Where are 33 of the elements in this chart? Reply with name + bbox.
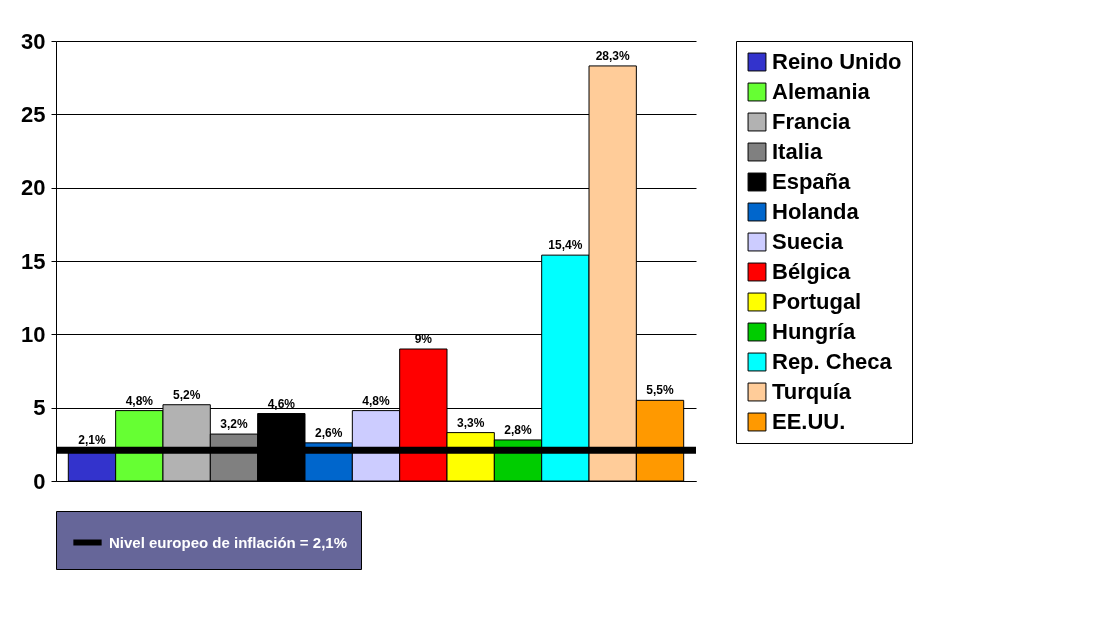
legend-label: Italia xyxy=(772,139,823,164)
data-label: 2,6% xyxy=(314,425,343,440)
data-label: 5,2% xyxy=(172,387,201,402)
y-tick-label: 0 xyxy=(33,468,46,494)
data-label: 28,3% xyxy=(595,48,631,63)
y-tick-label: 30 xyxy=(21,28,46,54)
data-label: 4,8% xyxy=(362,393,390,408)
y-tick-label: 20 xyxy=(21,175,46,201)
data-label: 5,5% xyxy=(646,383,675,398)
legend-label: Reino Unido xyxy=(772,49,902,74)
legend-label: Nivel europeo de inflación = 2,1% xyxy=(109,533,347,551)
y-tick-label: 25 xyxy=(21,101,46,127)
y-tick-label: 10 xyxy=(21,321,46,347)
legend-label: Rep. Checa xyxy=(772,349,893,374)
legend-label: España xyxy=(772,169,852,194)
legend-label: Hungría xyxy=(772,319,856,344)
y-tick-label: 15 xyxy=(21,248,46,274)
legend-label: Portugal xyxy=(772,289,862,314)
legend-label: Turquía xyxy=(772,379,852,404)
legend-label: Suecia xyxy=(772,229,844,254)
data-label: 2,1% xyxy=(78,433,106,448)
data-label: 3,2% xyxy=(220,417,248,432)
data-label: 15,4% xyxy=(548,238,583,253)
legend-label: Bélgica xyxy=(772,259,852,284)
data-label: 4,8% xyxy=(125,393,154,408)
data-label: 2,8% xyxy=(504,422,533,437)
legend-label: Francia xyxy=(772,109,852,134)
data-label: 4,6% xyxy=(267,396,296,411)
legend-label: Holanda xyxy=(772,199,860,224)
legend-label: Alemania xyxy=(772,79,871,104)
data-label: 3,3% xyxy=(456,415,485,430)
legend-label: EE.UU. xyxy=(772,409,846,434)
y-tick-label: 5 xyxy=(33,395,46,421)
